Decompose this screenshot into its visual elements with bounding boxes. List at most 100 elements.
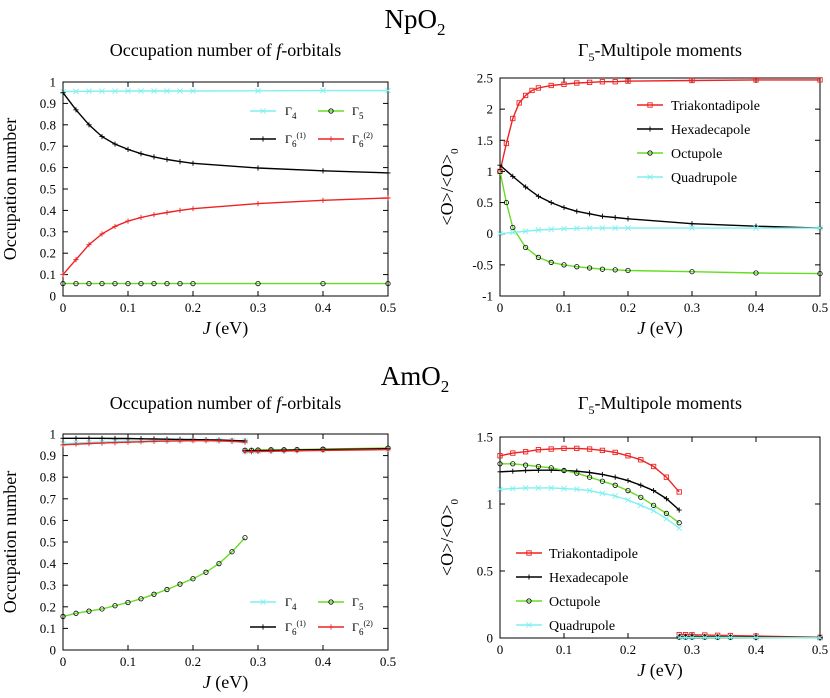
x-axis-label: J (eV) xyxy=(637,660,682,681)
series xyxy=(497,445,823,640)
y-tick-label: 0.5 xyxy=(40,535,56,550)
y-axis-label: <O>/<O>0 xyxy=(437,148,461,226)
data-point xyxy=(320,168,326,174)
data-point xyxy=(522,228,529,235)
data-point xyxy=(248,449,255,455)
series xyxy=(60,438,391,455)
data-point xyxy=(60,442,66,448)
data-point xyxy=(612,225,619,232)
x-axis-label: J (eV) xyxy=(637,318,682,339)
data-point xyxy=(242,535,248,541)
y-tick-label: 0.5 xyxy=(40,182,56,197)
x-tick-label: 0.5 xyxy=(812,300,828,315)
data-point xyxy=(638,482,644,488)
data-point xyxy=(86,242,92,248)
data-point xyxy=(99,606,105,612)
data-point xyxy=(151,212,157,218)
x-tick-label: 0 xyxy=(497,300,504,315)
data-point xyxy=(190,88,196,94)
data-point xyxy=(522,462,529,468)
x-tick-label: 0 xyxy=(60,300,67,315)
data-point xyxy=(573,225,580,232)
data-point xyxy=(548,82,554,89)
y-tick-label: 0 xyxy=(50,289,57,304)
data-point xyxy=(676,489,682,495)
legend-label-subscript: 6 xyxy=(292,627,297,637)
y-tick-label: 0.5 xyxy=(477,564,493,579)
legend-label-base: Γ xyxy=(285,104,292,118)
section-title-subscript: 2 xyxy=(437,20,446,39)
data-point xyxy=(60,272,66,278)
data-point xyxy=(177,88,183,94)
y-tick-label: 1 xyxy=(50,427,57,442)
data-point xyxy=(535,447,542,453)
legend-label-base: Γ xyxy=(285,595,292,609)
data-point xyxy=(281,448,287,454)
data-point xyxy=(510,224,516,231)
chart-panel: Γ5-Multipole moments 0 0.1 0.2 0.3 0.4 0.5 -1 -0… xyxy=(437,40,828,339)
data-point xyxy=(190,160,196,166)
data-point xyxy=(86,435,92,441)
data-point xyxy=(548,259,554,265)
y-tick-label: 0.7 xyxy=(40,139,57,154)
series-line xyxy=(499,164,821,229)
legend-label-subscript: 6 xyxy=(292,139,297,149)
data-point xyxy=(612,214,618,221)
data-point xyxy=(138,596,144,602)
y-tick-label: 0.1 xyxy=(40,267,56,282)
data-point xyxy=(535,254,542,260)
data-point xyxy=(509,485,516,492)
legend-marker xyxy=(328,108,334,114)
legend-label-subscript: 4 xyxy=(292,111,297,121)
x-tick-label: 0 xyxy=(497,642,504,657)
y-tick-label: 1.5 xyxy=(477,133,493,148)
x-tick-label: 0.4 xyxy=(315,300,332,315)
chart-title-text: -Multipole moments xyxy=(594,40,742,60)
legend-label-superscript: (1) xyxy=(296,131,306,140)
chart-title: Occupation number of f-orbitals xyxy=(110,393,341,413)
y-axis-label-text: Occupation number xyxy=(0,471,20,613)
data-point xyxy=(689,77,695,84)
data-point xyxy=(689,225,695,232)
data-point xyxy=(625,477,631,484)
x-tick-label: 0.3 xyxy=(250,654,266,669)
y-tick-label: 1 xyxy=(487,164,494,179)
data-point xyxy=(112,280,118,287)
x-axis-label: J (eV) xyxy=(203,318,248,339)
data-point xyxy=(151,88,157,94)
x-axis-label-italic: J xyxy=(637,318,646,338)
data-point xyxy=(242,439,248,445)
data-point xyxy=(561,81,567,87)
data-point xyxy=(586,487,593,494)
data-point xyxy=(586,79,593,86)
series-line xyxy=(679,633,821,638)
data-point xyxy=(625,497,631,503)
data-point xyxy=(99,440,105,446)
legend-label: Octupole xyxy=(671,147,722,162)
data-point xyxy=(522,244,529,251)
data-point xyxy=(99,231,105,237)
data-point xyxy=(586,446,593,452)
legend-label: Γ5 xyxy=(352,104,364,121)
data-point xyxy=(112,603,118,609)
legend-label: Γ6(1) xyxy=(285,131,306,149)
data-point xyxy=(497,461,503,467)
data-point xyxy=(164,209,170,216)
x-axis-label-italic: J xyxy=(203,672,212,692)
series-line xyxy=(62,89,388,93)
data-point xyxy=(625,225,631,232)
data-point xyxy=(164,88,170,94)
section-title-base: NpO xyxy=(385,4,438,34)
data-point xyxy=(676,525,683,532)
series xyxy=(60,445,391,620)
x-axis-label: J (eV) xyxy=(203,672,248,693)
y-tick-label: 0.6 xyxy=(40,160,57,175)
data-point xyxy=(574,445,580,452)
series-line xyxy=(499,447,680,493)
data-point xyxy=(385,87,391,94)
data-point xyxy=(574,470,580,476)
x-tick-label: 0.4 xyxy=(315,654,332,669)
chart-title-subscript: 5 xyxy=(588,50,594,64)
chart-title-text: Occupation number of xyxy=(110,393,276,413)
data-point xyxy=(255,280,261,287)
